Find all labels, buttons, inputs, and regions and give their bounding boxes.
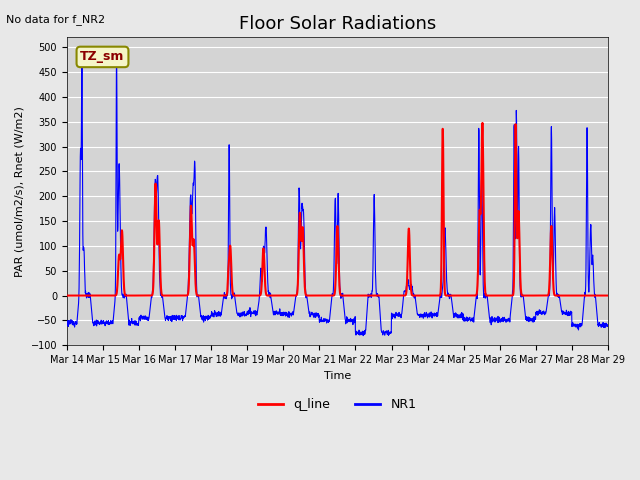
X-axis label: Time: Time (324, 371, 351, 381)
Title: Floor Solar Radiations: Floor Solar Radiations (239, 15, 436, 33)
Text: TZ_sm: TZ_sm (80, 50, 125, 63)
Text: No data for f_NR2: No data for f_NR2 (6, 14, 106, 25)
Y-axis label: PAR (umol/m2/s), Rnet (W/m2): PAR (umol/m2/s), Rnet (W/m2) (15, 106, 25, 277)
Legend: q_line, NR1: q_line, NR1 (253, 393, 421, 416)
